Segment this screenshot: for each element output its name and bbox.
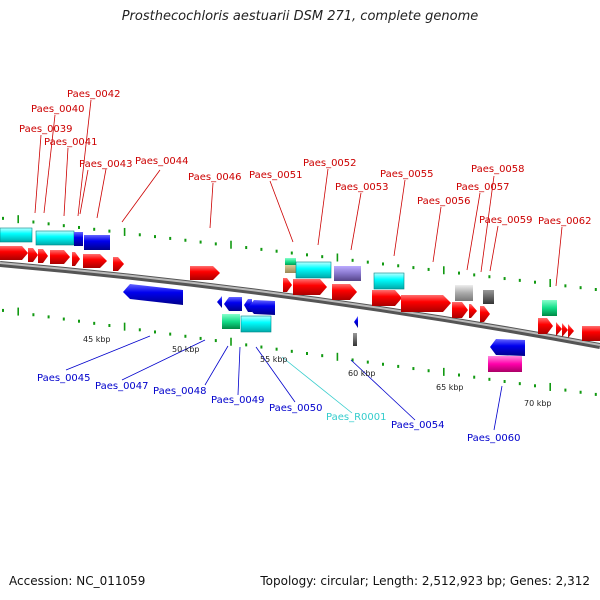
cds-arrow [293, 279, 327, 295]
cds-arrow [538, 318, 553, 334]
scale-label: 60 kbp [348, 369, 376, 378]
cog-box [285, 265, 296, 273]
cog-box [285, 258, 296, 266]
cds-arrow [469, 304, 477, 318]
accession-text: Accession: NC_011059 [9, 574, 146, 588]
cds-arrow [562, 323, 568, 337]
cog-box [542, 300, 557, 316]
forward-cds-track [0, 246, 600, 341]
cds-arrow [50, 250, 70, 264]
scale-label: 70 kbp [524, 399, 552, 408]
cds-arrow-reverse [224, 297, 242, 311]
gene-label-forward: Paes_0039 [19, 124, 73, 135]
cds-arrow [556, 322, 562, 336]
cds-arrow [401, 295, 451, 312]
cds-arrow-reverse [248, 300, 275, 315]
scale-label: 50 kbp [172, 345, 200, 354]
gene-label-reverse: Paes_0050 [269, 403, 323, 414]
cds-arrow [332, 284, 357, 300]
reverse-cds-track [123, 284, 525, 356]
forward-label-group: Paes_0039 Paes_0040 Paes_0041 Paes_0042 Paes… [19, 89, 592, 227]
gene-label-forward: Paes_0042 [67, 89, 121, 100]
cog-box [222, 314, 240, 329]
cog-box [483, 290, 494, 304]
gene-label-forward: Paes_0053 [335, 182, 389, 193]
lower-tick-track [2, 307, 597, 396]
rna-gene [353, 333, 357, 346]
cog-box [455, 285, 473, 301]
cds-arrow [372, 290, 402, 306]
cog-box [74, 232, 83, 246]
cds-arrow-reverse [217, 296, 222, 308]
scale-label-group: 45 kbp 50 kbp 55 kbp 60 kbp 65 kbp 70 kbp [83, 335, 552, 408]
gene-label-forward: Paes_0051 [249, 170, 303, 181]
cog-box [488, 356, 522, 372]
cds-arrow-reverse [354, 316, 358, 328]
genome-summary-text: Topology: circular; Length: 2,512,923 bp… [260, 574, 590, 588]
gene-label-forward: Paes_0044 [135, 156, 189, 167]
cds-arrow [190, 266, 220, 280]
cog-box [295, 261, 332, 279]
cog-box [84, 235, 110, 250]
cog-box [240, 315, 272, 333]
gene-label-reverse: Paes_0054 [391, 420, 445, 431]
cds-arrow [113, 257, 124, 271]
gene-label-forward: Paes_0043 [79, 159, 133, 170]
scale-label: 45 kbp [83, 335, 111, 344]
gene-label-forward: Paes_0058 [471, 164, 525, 175]
cds-arrow [83, 254, 107, 268]
genome-backbone-highlight [0, 262, 600, 346]
cds-arrow [283, 278, 292, 292]
cog-box [35, 230, 75, 246]
cds-arrow [582, 326, 600, 341]
cog-box [373, 272, 405, 290]
reverse-label-group: Paes_0045 Paes_0047 Paes_0048 Paes_0049 Paes… [37, 373, 521, 444]
scale-label: 55 kbp [260, 355, 288, 364]
cds-arrow [568, 324, 574, 338]
cds-arrow [72, 252, 80, 266]
gene-label-forward: Paes_0041 [44, 137, 98, 148]
gene-label-forward: Paes_0062 [538, 216, 592, 227]
gene-label-reverse: Paes_0048 [153, 386, 207, 397]
gene-label-forward: Paes_0059 [479, 215, 533, 226]
cds-arrow [28, 248, 38, 262]
scale-label: 65 kbp [436, 383, 464, 392]
upper-tick-track [2, 215, 597, 291]
map-title: Prosthecochloris aestuarii DSM 271, comp… [121, 9, 479, 24]
cog-box [334, 266, 361, 281]
gene-label-reverse: Paes_0047 [95, 381, 149, 392]
cog-box [0, 227, 33, 243]
cds-arrow-reverse [490, 339, 525, 356]
gene-label-forward: Paes_0057 [456, 182, 510, 193]
gene-label-forward: Paes_0056 [417, 196, 471, 207]
gene-label-reverse: Paes_0049 [211, 395, 265, 406]
cds-arrow [0, 246, 28, 260]
cds-arrow [38, 249, 48, 263]
forward-cog-track [0, 227, 557, 316]
label-leader-lines [34, 99, 563, 431]
gene-label-reverse: Paes_0060 [467, 433, 521, 444]
gene-label-reverse: Paes_R0001 [326, 412, 386, 423]
cds-arrow-reverse [123, 284, 183, 305]
cds-arrow [452, 302, 468, 318]
gene-label-forward: Paes_0046 [188, 172, 242, 183]
gene-label-forward: Paes_0055 [380, 169, 434, 180]
gene-label-forward: Paes_0052 [303, 158, 357, 169]
cds-arrow [480, 306, 490, 322]
gene-label-forward: Paes_0040 [31, 104, 85, 115]
reverse-cog-track [222, 314, 522, 372]
gene-label-reverse: Paes_0045 [37, 373, 91, 384]
